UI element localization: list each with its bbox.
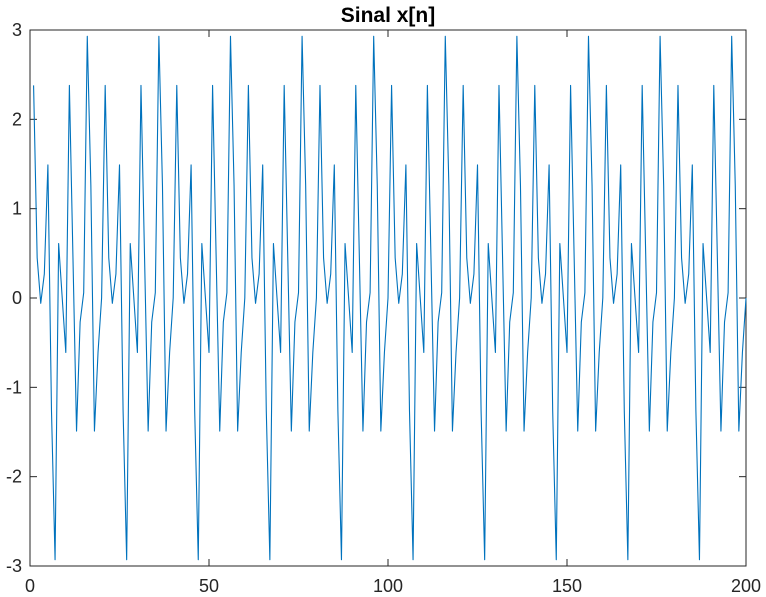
x-tick-label: 50 [199, 576, 219, 596]
y-tick-label: 0 [12, 288, 22, 308]
axis-tick-labels: 0 50 100 150 200 -3 -2 -1 0 1 2 3 [6, 20, 761, 596]
x-tick-label: 0 [25, 576, 35, 596]
y-tick-label: -3 [6, 556, 22, 576]
axis-ticks [29, 29, 747, 567]
series-line [33, 35, 747, 561]
y-tick-label: 2 [12, 109, 22, 129]
y-tick-label: -1 [6, 377, 22, 397]
y-tick-label: -2 [6, 467, 22, 487]
y-tick-label: 1 [12, 199, 22, 219]
x-tick-label: 200 [731, 576, 761, 596]
y-tick-label: 3 [12, 20, 22, 40]
x-tick-label: 100 [373, 576, 403, 596]
chart-title: Sinal x[n] [341, 4, 436, 27]
x-tick-label: 150 [552, 576, 582, 596]
